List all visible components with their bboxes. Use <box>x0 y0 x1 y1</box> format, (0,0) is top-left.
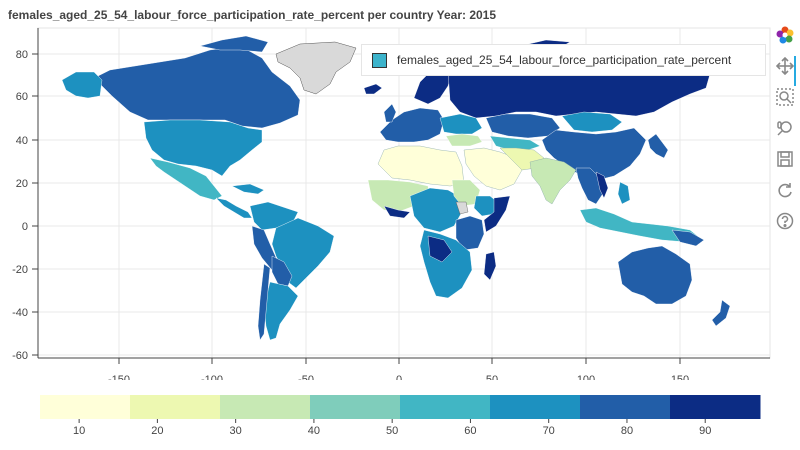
y-tick-label: -40 <box>12 307 28 319</box>
y-tick-label: 0 <box>22 221 28 233</box>
x-tick-label: -100 <box>201 374 223 380</box>
pan-tool-icon[interactable] <box>774 55 796 77</box>
x-tick-label: -150 <box>108 374 130 380</box>
country-new-zealand[interactable] <box>711 299 731 327</box>
colorbar-swatches <box>40 395 761 419</box>
x-tick-label: 0 <box>396 374 402 380</box>
region-east-africa[interactable] <box>455 215 485 251</box>
legend-label: females_aged_25_54_labour_force_particip… <box>397 53 732 67</box>
map-plot[interactable]: -150 -100 -50 0 50 100 150 80 60 40 20 0… <box>0 0 800 380</box>
colorbar-swatch <box>40 395 131 419</box>
help-tool-icon[interactable] <box>774 210 796 232</box>
colorbar-tick-label: 30 <box>230 425 242 437</box>
colorbar-tick-label: 20 <box>151 425 163 437</box>
country-india[interactable] <box>529 157 577 205</box>
region-horn-of-africa[interactable] <box>483 195 511 233</box>
country-mexico[interactable] <box>149 157 223 201</box>
colorbar: 10 20 30 40 50 60 70 80 90 <box>40 395 761 437</box>
legend[interactable]: females_aged_25_54_labour_force_particip… <box>361 44 766 76</box>
country-vietnam[interactable] <box>595 171 609 199</box>
country-madagascar[interactable] <box>483 251 497 281</box>
legend-swatch <box>372 52 387 68</box>
wheel-zoom-tool-icon[interactable] <box>774 117 796 139</box>
colorbar-tick-label: 70 <box>543 425 555 437</box>
toolbar <box>773 24 797 241</box>
x-tick-label: 50 <box>486 374 498 380</box>
colorbar-swatch <box>670 395 761 419</box>
y-tick-label: 80 <box>16 49 28 61</box>
country-uk[interactable] <box>383 103 397 123</box>
region-caribbean[interactable] <box>231 183 265 195</box>
country-australia[interactable] <box>617 245 693 305</box>
x-tick-label: 100 <box>577 374 595 380</box>
region-middle-east[interactable] <box>463 147 523 191</box>
active-tool-indicator <box>794 56 796 86</box>
y-tick-label: -60 <box>12 350 28 362</box>
country-greenland[interactable] <box>275 41 357 95</box>
colorbar-tick-label: 10 <box>73 425 85 437</box>
colorbar-tick-label: 50 <box>386 425 398 437</box>
y-tick-label: -20 <box>12 264 28 276</box>
region-central-africa[interactable] <box>409 187 463 233</box>
colorbar-swatch <box>490 395 581 419</box>
country-korea-japan[interactable] <box>647 133 669 159</box>
country-usa[interactable] <box>143 119 263 177</box>
country-canada[interactable] <box>93 45 301 129</box>
save-tool-icon[interactable] <box>774 148 796 170</box>
y-tick-label: 40 <box>16 135 28 147</box>
page-title: females_aged_25_54_labour_force_particip… <box>8 8 497 22</box>
region-western-europe[interactable] <box>379 107 445 143</box>
colorbar-tick-label: 90 <box>699 425 711 437</box>
colorbar-ticks <box>78 419 706 423</box>
colorbar-swatch <box>310 395 401 419</box>
region-west-africa-coast[interactable] <box>383 205 411 219</box>
country-philippines[interactable] <box>617 181 631 205</box>
y-tick-label: 60 <box>16 91 28 103</box>
region-central-america[interactable] <box>215 197 253 219</box>
y-tick-label: 20 <box>16 178 28 190</box>
box-zoom-tool-icon[interactable] <box>774 86 796 108</box>
country-turkey[interactable] <box>445 133 483 147</box>
colorbar-tick-label: 60 <box>464 425 476 437</box>
bokeh-logo-icon[interactable] <box>774 24 796 46</box>
colorbar-swatch <box>400 395 491 419</box>
region-zambia-drc[interactable] <box>427 235 453 263</box>
country-papua-new-guinea[interactable] <box>671 229 705 247</box>
colorbar-tick-label: 40 <box>308 425 320 437</box>
country-mongolia[interactable] <box>561 111 623 133</box>
colorbar-swatch <box>220 395 311 419</box>
y-axis-ticks <box>32 53 38 356</box>
x-tick-label: -50 <box>298 374 314 380</box>
colorbar-swatch <box>130 395 221 419</box>
country-canada-islands[interactable] <box>199 35 269 53</box>
country-somalia[interactable] <box>455 201 469 215</box>
reset-tool-icon[interactable] <box>774 179 796 201</box>
colorbar-tick-label: 80 <box>621 425 633 437</box>
x-tick-label: 150 <box>671 374 689 380</box>
x-axis-ticks <box>118 358 681 364</box>
country-iceland[interactable] <box>363 83 383 95</box>
region-eastern-europe[interactable] <box>439 113 483 135</box>
country-chile[interactable] <box>257 263 271 341</box>
region-central-asia[interactable] <box>489 135 541 151</box>
region-north-africa[interactable] <box>377 145 465 187</box>
country-usa-alaska[interactable] <box>61 71 103 99</box>
colorbar-swatch <box>580 395 671 419</box>
